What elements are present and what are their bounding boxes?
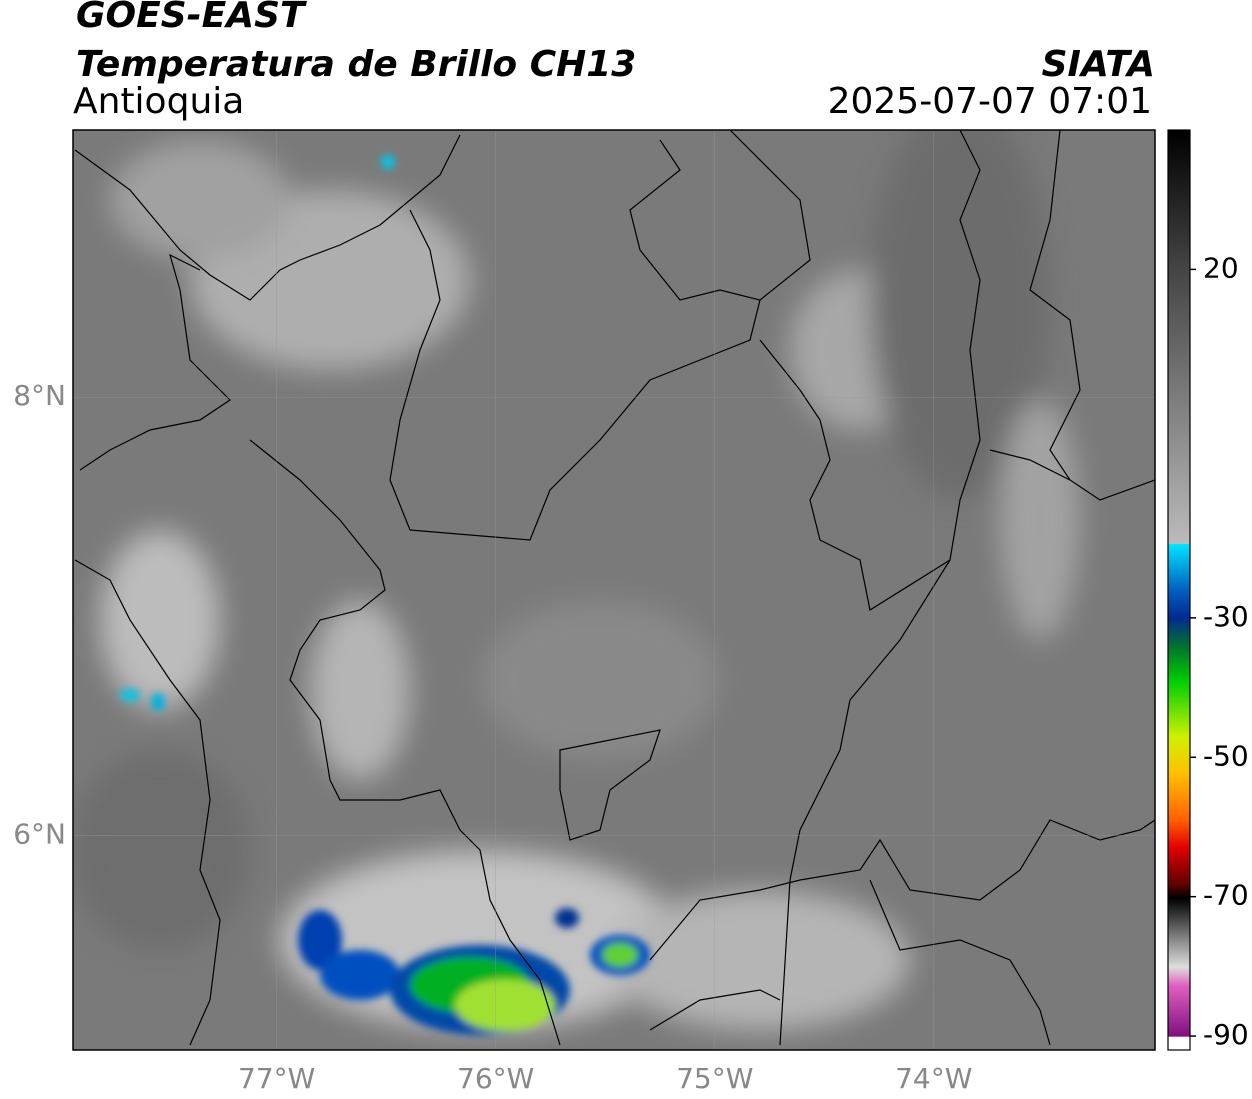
subtitle: Temperatura de Brillo CH13	[76, 44, 636, 85]
datetime: 2025-07-07 07:01	[828, 81, 1152, 122]
x-tick-label: 76°W	[457, 1062, 534, 1095]
title: GOES-EAST	[76, 0, 307, 36]
colorbar-tick-label: -30	[1203, 600, 1249, 633]
colorbar-tick-label: 20	[1203, 251, 1239, 284]
source: SIATA	[1042, 44, 1155, 85]
y-tick-label: 8°N	[13, 379, 66, 412]
colorbar	[1167, 129, 1191, 1051]
map-frame	[72, 129, 1156, 1051]
satellite-image	[73, 130, 1155, 1050]
colorbar-tick-label: -90	[1203, 1018, 1249, 1051]
x-tick-label: 74°W	[895, 1062, 972, 1095]
colorbar-tick-label: -50	[1203, 739, 1249, 772]
colorbar-tick-label: -70	[1203, 879, 1249, 912]
x-tick-label: 75°W	[676, 1062, 753, 1095]
y-tick-label: 6°N	[13, 817, 66, 850]
x-tick-label: 77°W	[238, 1062, 315, 1095]
region: Antioquia	[73, 81, 244, 122]
